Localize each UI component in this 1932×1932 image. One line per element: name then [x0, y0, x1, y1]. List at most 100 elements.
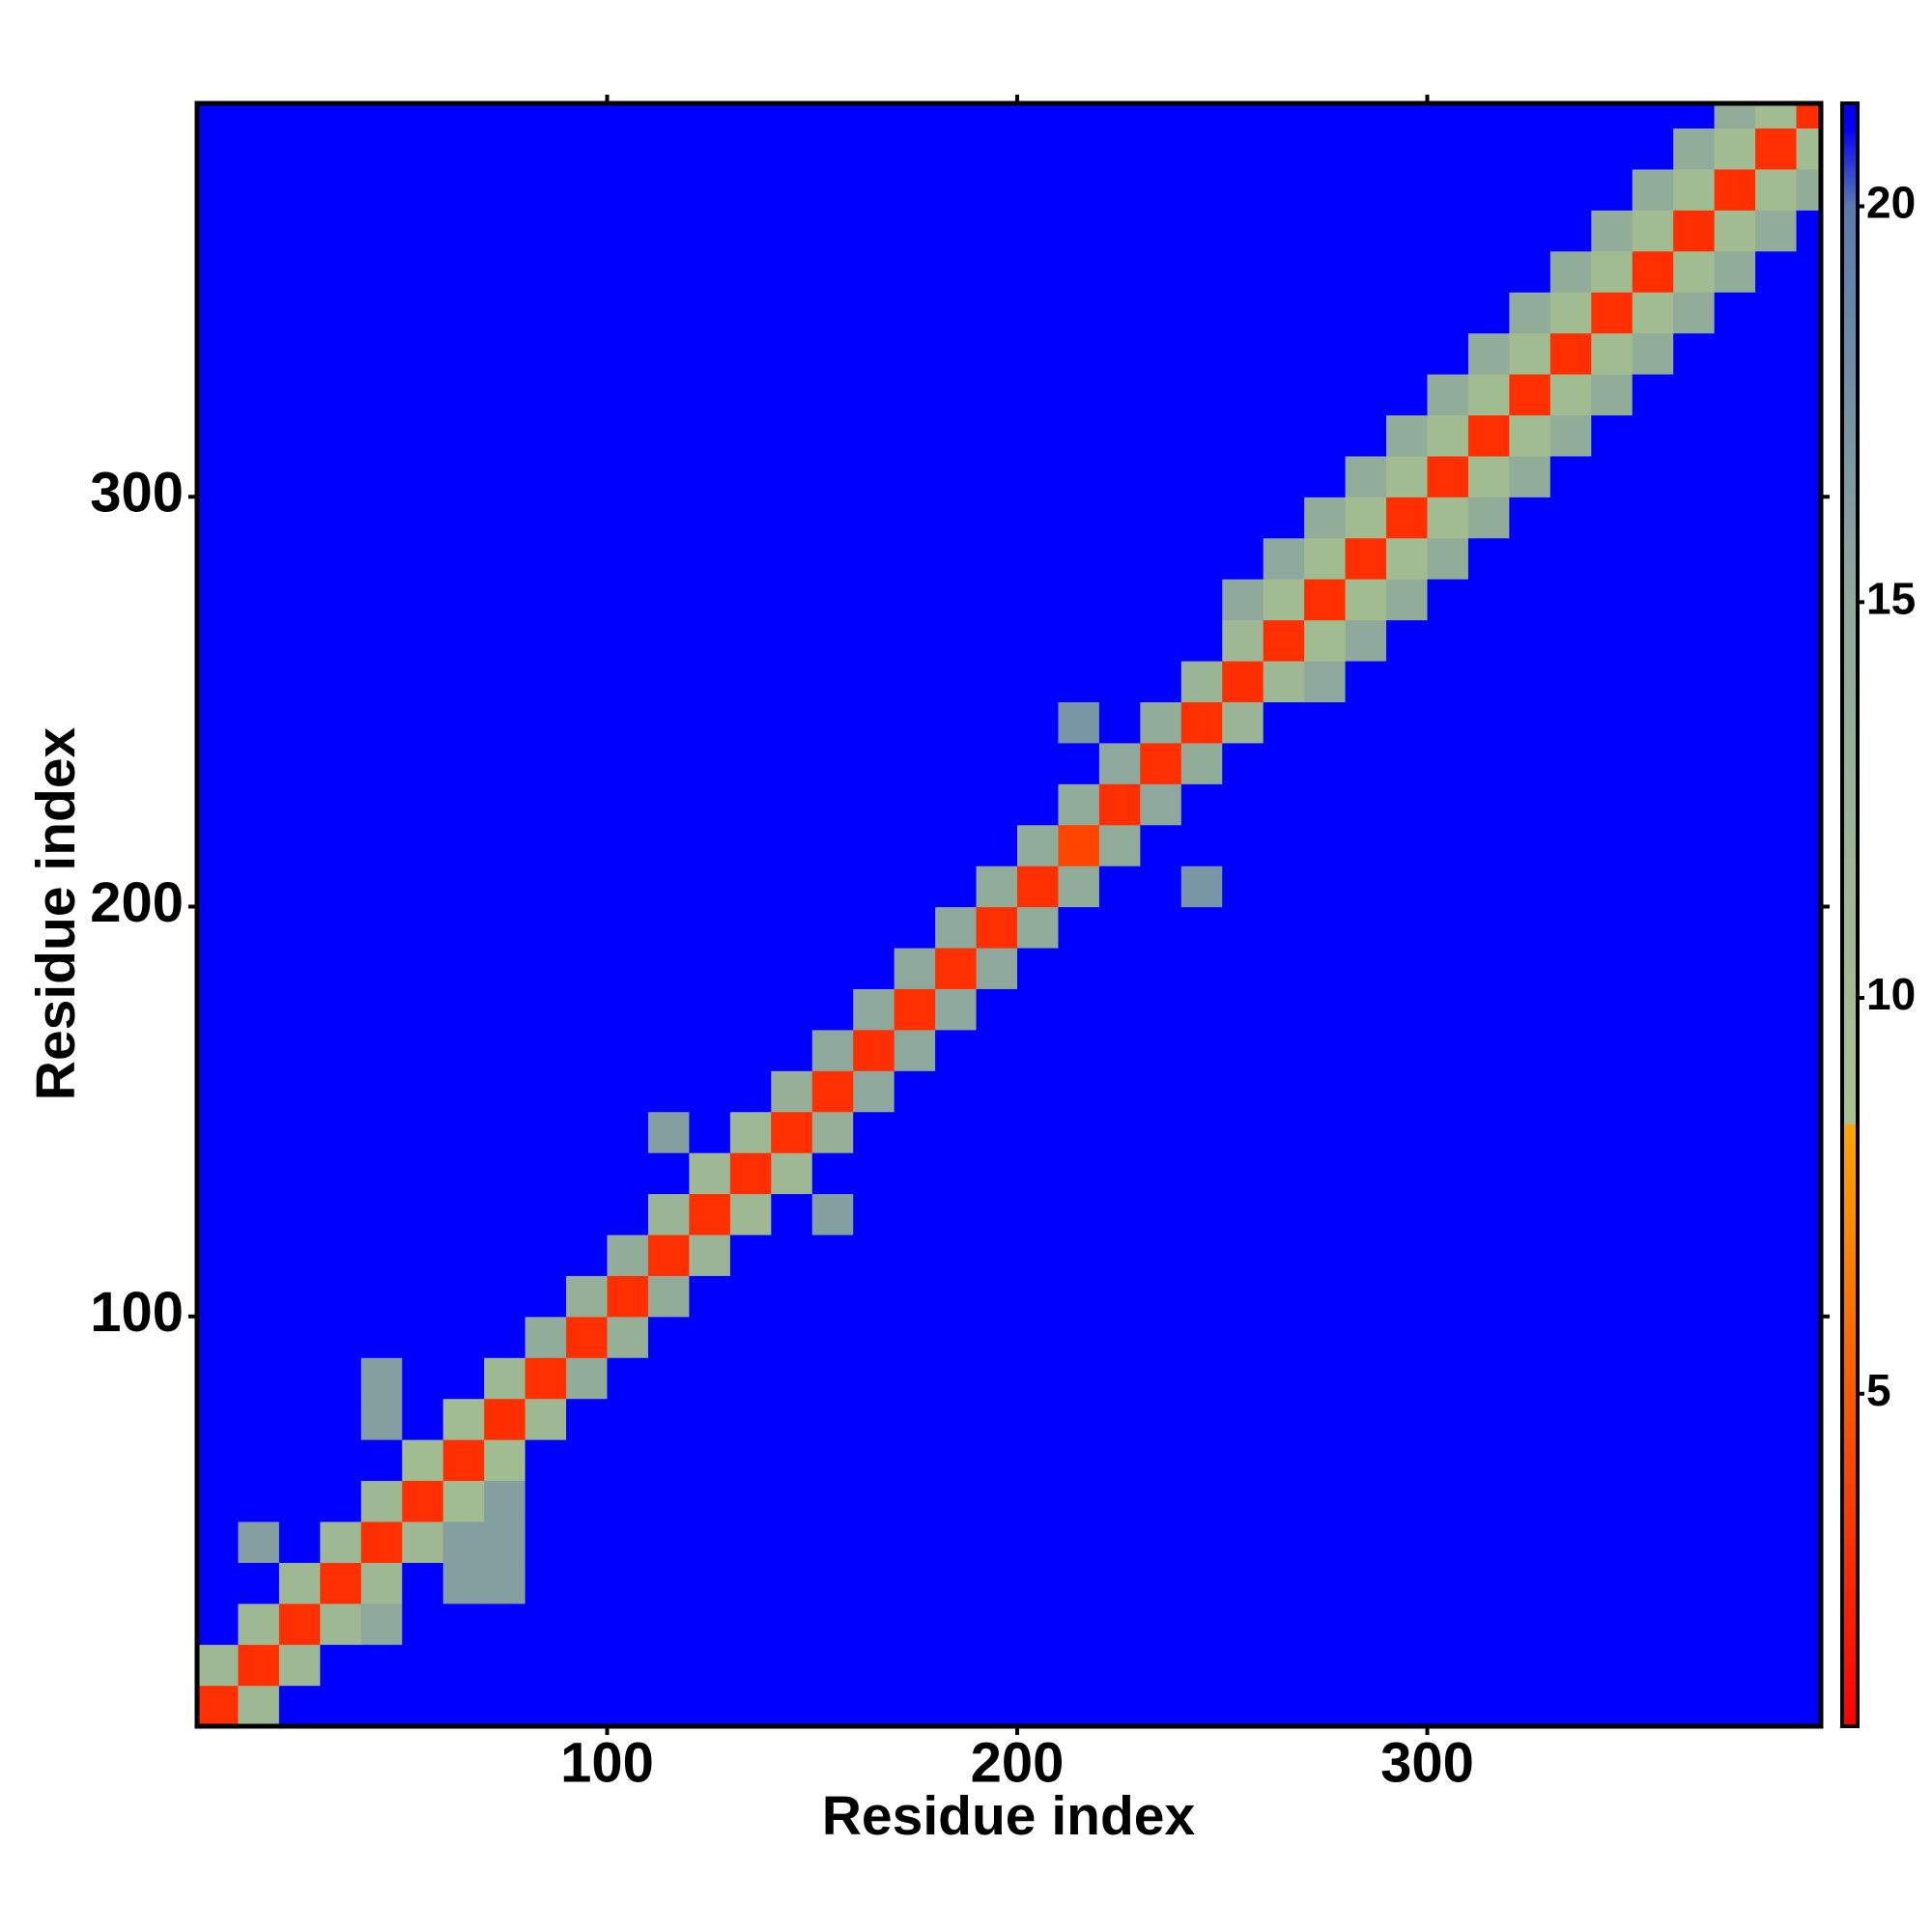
heat-cell [771, 292, 813, 334]
heat-cell [607, 1644, 649, 1687]
heat-cell [1180, 1234, 1223, 1276]
heat-cell [525, 1234, 567, 1276]
heat-cell [1632, 866, 1674, 908]
heat-cell [1140, 1316, 1182, 1358]
heat-cell [1591, 824, 1634, 867]
heat-cell [1222, 1029, 1264, 1071]
heat-cell [402, 1275, 444, 1318]
heat-cell [1673, 1398, 1716, 1440]
heat-cell [1467, 742, 1510, 784]
heat-cell [607, 1480, 649, 1522]
heat-cell [238, 783, 280, 826]
heat-cell [1098, 660, 1141, 702]
heat-cell [484, 947, 526, 989]
heat-cell [1222, 292, 1264, 334]
heat-cell [1140, 824, 1182, 867]
heat-cell [729, 1439, 772, 1482]
heat-cell [1509, 866, 1551, 908]
heat-cell [197, 1520, 240, 1563]
heat-cell [238, 1193, 280, 1236]
heat-cell [607, 1275, 649, 1318]
colorbar-tick-label: 20 [1866, 178, 1916, 228]
heat-cell [1180, 168, 1223, 211]
heat-cell [525, 866, 567, 908]
heat-cell [566, 250, 609, 293]
heat-cell [976, 250, 1018, 293]
heat-cell [729, 1685, 772, 1726]
heat-cell [1098, 579, 1141, 621]
heat-cell [811, 947, 854, 989]
heat-cell [607, 1603, 649, 1645]
heat-cell [976, 1398, 1018, 1440]
heat-cell [607, 210, 649, 252]
heat-cell [278, 1603, 321, 1645]
heat-cell [197, 292, 240, 334]
heat-cell [647, 128, 690, 170]
heat-cell [1263, 783, 1305, 826]
heat-cell [1140, 1644, 1182, 1687]
heat-cell [607, 742, 649, 784]
heat-cell [1058, 1562, 1100, 1605]
heat-cell [935, 947, 978, 989]
heat-cell [894, 414, 936, 457]
heat-cell [1796, 168, 1821, 211]
heat-cell [1345, 210, 1387, 252]
heat-cell [1755, 1029, 1798, 1071]
heat-cell [1058, 1644, 1100, 1687]
heat-cell [566, 866, 609, 908]
heat-cell [238, 292, 280, 334]
heat-cell [1796, 1398, 1821, 1440]
heat-cell [197, 1603, 240, 1645]
heat-cell [1755, 1316, 1798, 1358]
heat-cell [771, 1070, 813, 1113]
heat-cell [1509, 1520, 1551, 1563]
heat-cell [1345, 1070, 1387, 1113]
heat-cell [566, 1398, 609, 1440]
heat-cell [729, 1070, 772, 1113]
heat-cell [1796, 1603, 1821, 1645]
heat-cell [1222, 1439, 1264, 1482]
heat-cell [853, 128, 895, 170]
heat-cell [238, 128, 280, 170]
heat-cell [484, 1398, 526, 1440]
heat-cell [566, 497, 609, 539]
heat-cell [1222, 1234, 1264, 1276]
heat-cell [1263, 210, 1305, 252]
heat-cell [238, 1111, 280, 1153]
heat-cell [1386, 1357, 1429, 1400]
heat-cell [402, 414, 444, 457]
heat-cell [729, 824, 772, 867]
heat-cell [607, 374, 649, 416]
heat-cell [442, 497, 485, 539]
heat-cell [402, 742, 444, 784]
heat-cell [442, 1480, 485, 1522]
heat-cell [360, 619, 403, 662]
heat-cell [689, 619, 731, 662]
heat-cell [729, 1480, 772, 1522]
heat-cell [442, 537, 485, 580]
heat-cell [1714, 1234, 1756, 1276]
heat-cell [607, 579, 649, 621]
heat-cell [1016, 128, 1060, 170]
heat-cell [566, 1152, 609, 1195]
heat-cell [1509, 332, 1551, 375]
heat-cell [1549, 1193, 1592, 1236]
heat-cell [360, 1111, 403, 1153]
heat-cell [1673, 1152, 1716, 1195]
heat-cell [1140, 414, 1182, 457]
heat-cell [484, 1275, 526, 1318]
heat-cell [238, 1644, 280, 1687]
heat-cell [484, 455, 526, 497]
heat-cell [689, 906, 731, 949]
heat-cell [1386, 1562, 1429, 1605]
heat-cell [976, 103, 1018, 129]
heat-cell [1180, 660, 1223, 702]
heat-cell [1222, 1644, 1264, 1687]
heat-cell [1180, 1562, 1223, 1605]
heat-cell [1098, 742, 1141, 784]
heat-cell [1098, 1439, 1141, 1482]
heat-cell [1632, 988, 1674, 1031]
heat-cell [1632, 332, 1674, 375]
heat-cell [197, 1480, 240, 1522]
heat-cell [1427, 1029, 1469, 1071]
